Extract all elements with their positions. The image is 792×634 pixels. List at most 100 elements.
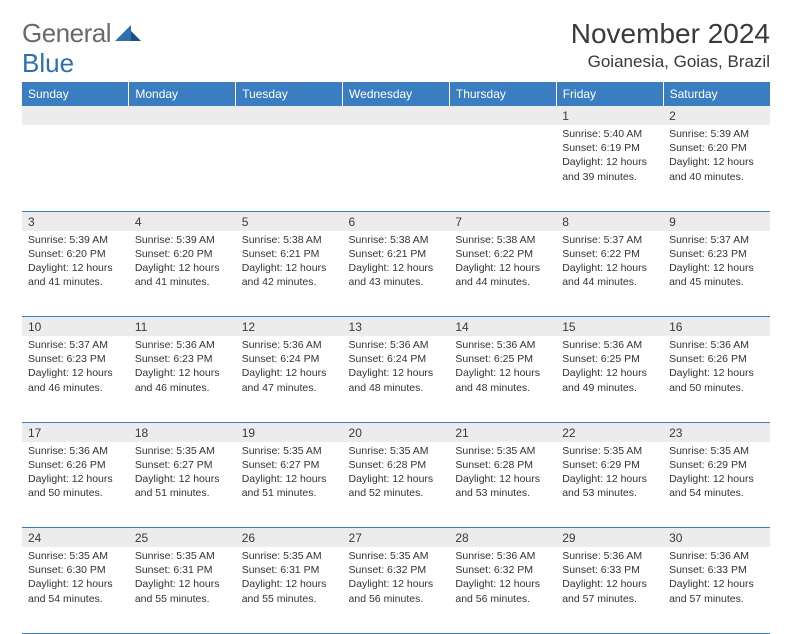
day-number: 25 <box>129 528 236 547</box>
day-cell <box>22 125 129 211</box>
day-cell: Sunrise: 5:39 AMSunset: 6:20 PMDaylight:… <box>663 125 770 211</box>
day-content: Sunrise: 5:36 AMSunset: 6:32 PMDaylight:… <box>449 547 556 612</box>
calendar-head: SundayMondayTuesdayWednesdayThursdayFrid… <box>22 82 770 106</box>
day-content: Sunrise: 5:38 AMSunset: 6:21 PMDaylight:… <box>236 231 343 296</box>
day-cell: Sunrise: 5:36 AMSunset: 6:25 PMDaylight:… <box>556 336 663 422</box>
day-number: 16 <box>663 317 770 336</box>
daynum-cell: 23 <box>663 422 770 442</box>
day-content: Sunrise: 5:37 AMSunset: 6:23 PMDaylight:… <box>663 231 770 296</box>
day-content: Sunrise: 5:36 AMSunset: 6:25 PMDaylight:… <box>449 336 556 401</box>
day-content: Sunrise: 5:38 AMSunset: 6:22 PMDaylight:… <box>449 231 556 296</box>
weekday-header: Thursday <box>449 82 556 106</box>
day-number: 13 <box>343 317 450 336</box>
day-cell: Sunrise: 5:39 AMSunset: 6:20 PMDaylight:… <box>129 231 236 317</box>
content-row: Sunrise: 5:37 AMSunset: 6:23 PMDaylight:… <box>22 336 770 422</box>
day-cell: Sunrise: 5:35 AMSunset: 6:29 PMDaylight:… <box>556 442 663 528</box>
day-cell: Sunrise: 5:36 AMSunset: 6:33 PMDaylight:… <box>663 547 770 633</box>
day-number: 23 <box>663 423 770 442</box>
daynum-cell: 29 <box>556 528 663 548</box>
weekday-header: Saturday <box>663 82 770 106</box>
day-content: Sunrise: 5:36 AMSunset: 6:26 PMDaylight:… <box>22 442 129 507</box>
day-number: 9 <box>663 212 770 231</box>
day-number: 12 <box>236 317 343 336</box>
day-content: Sunrise: 5:35 AMSunset: 6:28 PMDaylight:… <box>343 442 450 507</box>
day-number: 27 <box>343 528 450 547</box>
day-cell: Sunrise: 5:38 AMSunset: 6:22 PMDaylight:… <box>449 231 556 317</box>
day-number: 15 <box>556 317 663 336</box>
weekday-header: Monday <box>129 82 236 106</box>
daynum-cell: 3 <box>22 211 129 231</box>
day-number: 1 <box>556 106 663 125</box>
logo-text-blue: Blue <box>22 48 74 79</box>
day-cell: Sunrise: 5:35 AMSunset: 6:32 PMDaylight:… <box>343 547 450 633</box>
day-cell: Sunrise: 5:36 AMSunset: 6:33 PMDaylight:… <box>556 547 663 633</box>
daynum-cell <box>449 106 556 125</box>
day-number: 22 <box>556 423 663 442</box>
logo-mark-icon <box>115 25 141 43</box>
day-cell: Sunrise: 5:35 AMSunset: 6:28 PMDaylight:… <box>449 442 556 528</box>
content-row: Sunrise: 5:36 AMSunset: 6:26 PMDaylight:… <box>22 442 770 528</box>
day-cell: Sunrise: 5:36 AMSunset: 6:26 PMDaylight:… <box>22 442 129 528</box>
daynum-cell: 24 <box>22 528 129 548</box>
day-content: Sunrise: 5:39 AMSunset: 6:20 PMDaylight:… <box>22 231 129 296</box>
day-content: Sunrise: 5:36 AMSunset: 6:33 PMDaylight:… <box>556 547 663 612</box>
day-content: Sunrise: 5:35 AMSunset: 6:30 PMDaylight:… <box>22 547 129 612</box>
day-number: 30 <box>663 528 770 547</box>
content-row: Sunrise: 5:39 AMSunset: 6:20 PMDaylight:… <box>22 231 770 317</box>
calendar-body: 12Sunrise: 5:40 AMSunset: 6:19 PMDayligh… <box>22 106 770 633</box>
day-number: 7 <box>449 212 556 231</box>
day-cell: Sunrise: 5:38 AMSunset: 6:21 PMDaylight:… <box>343 231 450 317</box>
day-content: Sunrise: 5:37 AMSunset: 6:23 PMDaylight:… <box>22 336 129 401</box>
day-content: Sunrise: 5:35 AMSunset: 6:32 PMDaylight:… <box>343 547 450 612</box>
content-row: Sunrise: 5:35 AMSunset: 6:30 PMDaylight:… <box>22 547 770 633</box>
day-cell: Sunrise: 5:36 AMSunset: 6:23 PMDaylight:… <box>129 336 236 422</box>
day-number: 20 <box>343 423 450 442</box>
daynum-cell: 13 <box>343 317 450 337</box>
daynum-cell <box>22 106 129 125</box>
day-cell: Sunrise: 5:35 AMSunset: 6:27 PMDaylight:… <box>236 442 343 528</box>
day-cell: Sunrise: 5:35 AMSunset: 6:31 PMDaylight:… <box>129 547 236 633</box>
daynum-cell: 8 <box>556 211 663 231</box>
day-cell <box>449 125 556 211</box>
logo-text-general: General <box>22 18 111 49</box>
day-content: Sunrise: 5:35 AMSunset: 6:27 PMDaylight:… <box>236 442 343 507</box>
calendar-table: SundayMondayTuesdayWednesdayThursdayFrid… <box>22 82 770 634</box>
day-number <box>236 106 343 111</box>
daynum-row: 3456789 <box>22 211 770 231</box>
day-content: Sunrise: 5:36 AMSunset: 6:33 PMDaylight:… <box>663 547 770 612</box>
day-cell: Sunrise: 5:35 AMSunset: 6:29 PMDaylight:… <box>663 442 770 528</box>
day-content: Sunrise: 5:39 AMSunset: 6:20 PMDaylight:… <box>663 125 770 190</box>
title-block: November 2024 Goianesia, Goias, Brazil <box>571 18 770 72</box>
day-content: Sunrise: 5:35 AMSunset: 6:29 PMDaylight:… <box>556 442 663 507</box>
weekday-row: SundayMondayTuesdayWednesdayThursdayFrid… <box>22 82 770 106</box>
day-cell: Sunrise: 5:39 AMSunset: 6:20 PMDaylight:… <box>22 231 129 317</box>
day-cell: Sunrise: 5:37 AMSunset: 6:23 PMDaylight:… <box>22 336 129 422</box>
day-number: 4 <box>129 212 236 231</box>
day-number: 19 <box>236 423 343 442</box>
daynum-cell <box>236 106 343 125</box>
daynum-cell: 12 <box>236 317 343 337</box>
day-content: Sunrise: 5:37 AMSunset: 6:22 PMDaylight:… <box>556 231 663 296</box>
day-content: Sunrise: 5:36 AMSunset: 6:24 PMDaylight:… <box>343 336 450 401</box>
weekday-header: Friday <box>556 82 663 106</box>
day-number: 18 <box>129 423 236 442</box>
daynum-cell: 27 <box>343 528 450 548</box>
day-content: Sunrise: 5:35 AMSunset: 6:31 PMDaylight:… <box>129 547 236 612</box>
day-number: 11 <box>129 317 236 336</box>
day-number: 21 <box>449 423 556 442</box>
day-cell <box>129 125 236 211</box>
daynum-row: 24252627282930 <box>22 528 770 548</box>
day-cell <box>236 125 343 211</box>
daynum-cell <box>129 106 236 125</box>
day-cell: Sunrise: 5:36 AMSunset: 6:26 PMDaylight:… <box>663 336 770 422</box>
daynum-row: 12 <box>22 106 770 125</box>
day-content: Sunrise: 5:36 AMSunset: 6:26 PMDaylight:… <box>663 336 770 401</box>
daynum-row: 17181920212223 <box>22 422 770 442</box>
day-number: 14 <box>449 317 556 336</box>
day-cell: Sunrise: 5:35 AMSunset: 6:30 PMDaylight:… <box>22 547 129 633</box>
weekday-header: Wednesday <box>343 82 450 106</box>
logo: General <box>22 18 143 49</box>
daynum-cell <box>343 106 450 125</box>
daynum-cell: 5 <box>236 211 343 231</box>
daynum-cell: 16 <box>663 317 770 337</box>
